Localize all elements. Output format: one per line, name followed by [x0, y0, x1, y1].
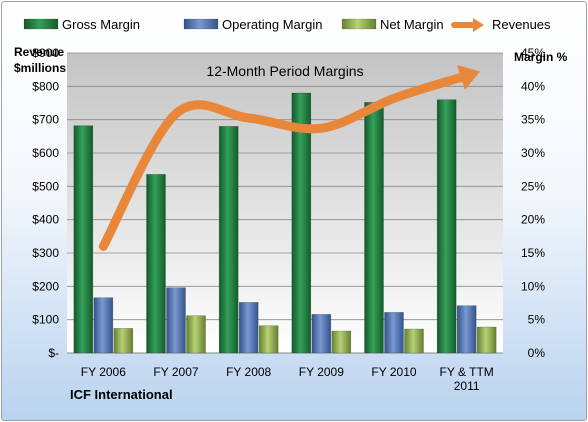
- operating-margin-bar: [384, 312, 404, 354]
- right-axis-ticks: 0% 5% 10% 15% 20% 25% 30% 35% 40% 45%: [521, 46, 545, 360]
- left-axis-ticks: $- $100 $200 $300 $400 $500 $600 $700 $800 $900: [32, 46, 59, 360]
- legend-arrow-icon: [473, 18, 484, 32]
- operating-margin-bar: [456, 305, 477, 354]
- x-tick-label: FY 2007: [153, 365, 198, 379]
- net-margin-bar: [113, 328, 134, 354]
- right-tick-label: 0%: [528, 346, 546, 360]
- gross-margin-bar: [436, 99, 457, 354]
- net-margin-bar: [258, 325, 279, 354]
- revenue-line: [98, 71, 472, 251]
- x-tick-label: FY & TTM 2011: [440, 365, 494, 393]
- gross-margin-bar: [73, 125, 94, 354]
- right-tick-label: 30%: [521, 146, 545, 160]
- net-margin-bar: [331, 330, 352, 354]
- gridlines: [67, 52, 503, 354]
- right-tick-label: 10%: [521, 279, 545, 293]
- left-tick-label: $500: [32, 179, 59, 193]
- net-margin-bar: [186, 315, 206, 354]
- legend-swatch-operating-margin: [183, 18, 219, 30]
- operating-margin-bar: [311, 314, 332, 354]
- chart-title: 12-Month Period Margins: [206, 63, 363, 79]
- x-tick-label: FY 2010: [371, 365, 416, 379]
- legend-label: Net Margin: [380, 17, 444, 32]
- left-tick-label: $900: [32, 46, 59, 60]
- left-tick-label: $600: [32, 146, 59, 160]
- legend-label: Operating Margin: [222, 17, 322, 32]
- legend: Gross Margin Operating Margin Net Margin Re…: [23, 17, 551, 32]
- x-tick-label: FY 2008: [226, 365, 271, 379]
- legend-label: Revenues: [492, 17, 551, 32]
- legend-label: Gross Margin: [62, 17, 140, 32]
- x-axis-labels: FY 2006 FY 2007 FY 2008 FY 2009 FY 2010 FY & …: [81, 365, 494, 393]
- left-tick-label: $300: [32, 246, 59, 260]
- x-tick-label: FY 2006: [81, 365, 126, 379]
- gross-margin-bar: [146, 174, 166, 354]
- right-tick-label: 25%: [521, 179, 545, 193]
- right-tick-label: 15%: [521, 246, 545, 260]
- right-tick-label: 40%: [521, 79, 545, 93]
- left-tick-label: $800: [32, 79, 59, 93]
- right-axis-label: Margin %: [514, 50, 568, 64]
- legend-swatch-gross-margin: [23, 18, 59, 30]
- left-tick-label: $200: [32, 279, 59, 293]
- right-tick-label: 45%: [521, 46, 545, 60]
- legend-swatch-net-margin: [341, 18, 377, 30]
- left-axis-label-line1: Revenue: [14, 45, 64, 59]
- plot-area: [67, 53, 503, 353]
- company-name: ICF International: [70, 387, 173, 402]
- net-margin-bar: [404, 328, 424, 354]
- right-tick-label: 35%: [521, 113, 545, 127]
- net-margin-bar: [476, 326, 497, 354]
- left-tick-label: $-: [48, 346, 59, 360]
- operating-margin-bar: [166, 287, 186, 354]
- left-axis-label-line2: $millions: [14, 61, 66, 75]
- operating-margin-bar: [93, 297, 114, 354]
- gross-margin-bar: [364, 102, 384, 354]
- gross-margin-bar: [218, 126, 239, 354]
- operating-margin-bar: [238, 302, 259, 354]
- right-tick-label: 5%: [528, 313, 546, 327]
- revenue-arrowhead: [457, 65, 481, 90]
- left-tick-label: $700: [32, 113, 59, 127]
- left-tick-label: $100: [32, 313, 59, 327]
- x-tick-label: FY 2009: [299, 365, 344, 379]
- left-tick-label: $400: [32, 213, 59, 227]
- revenue-line-group: [98, 65, 481, 251]
- gross-margin-bar: [291, 92, 312, 354]
- right-tick-label: 20%: [521, 213, 545, 227]
- bar-group: [73, 92, 497, 354]
